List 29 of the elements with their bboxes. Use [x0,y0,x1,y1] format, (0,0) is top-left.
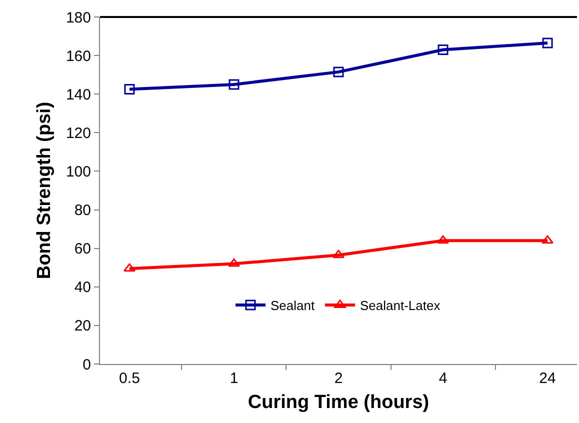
point [333,66,344,78]
point [124,84,135,95]
y-tick-label: 40 [74,279,91,296]
point [332,250,344,258]
y-tick-label: 20 [74,318,91,335]
y-tick-label: 0 [82,356,91,374]
y-tick-label: 160 [66,48,91,65]
y-tick-label: 100 [66,163,91,180]
point [542,38,553,48]
legend-label: Sealant-Latex [360,298,441,314]
y-tick-label: 180 [66,9,91,26]
point [124,263,136,272]
x-tick-label: 24 [539,370,556,387]
x-tick-label: 4 [438,370,448,387]
y-tick-label: 60 [74,240,91,258]
point [437,235,449,244]
x-tick-label: 0.5 [119,370,140,387]
x-tick-label: 1 [230,370,238,387]
y-tick-label: 80 [74,202,91,220]
point [228,258,240,267]
y-tick-label: 140 [66,86,91,104]
y-tick-label: 120 [66,124,91,142]
point [542,235,554,244]
legend-label: Sealant [270,298,315,314]
point [438,44,448,56]
point [228,79,240,90]
x-axis-title: Curing Time (hours) [248,392,430,413]
x-tick-label: 2 [334,370,343,387]
y-axis-title: Bond Strength (psi) [34,102,55,280]
